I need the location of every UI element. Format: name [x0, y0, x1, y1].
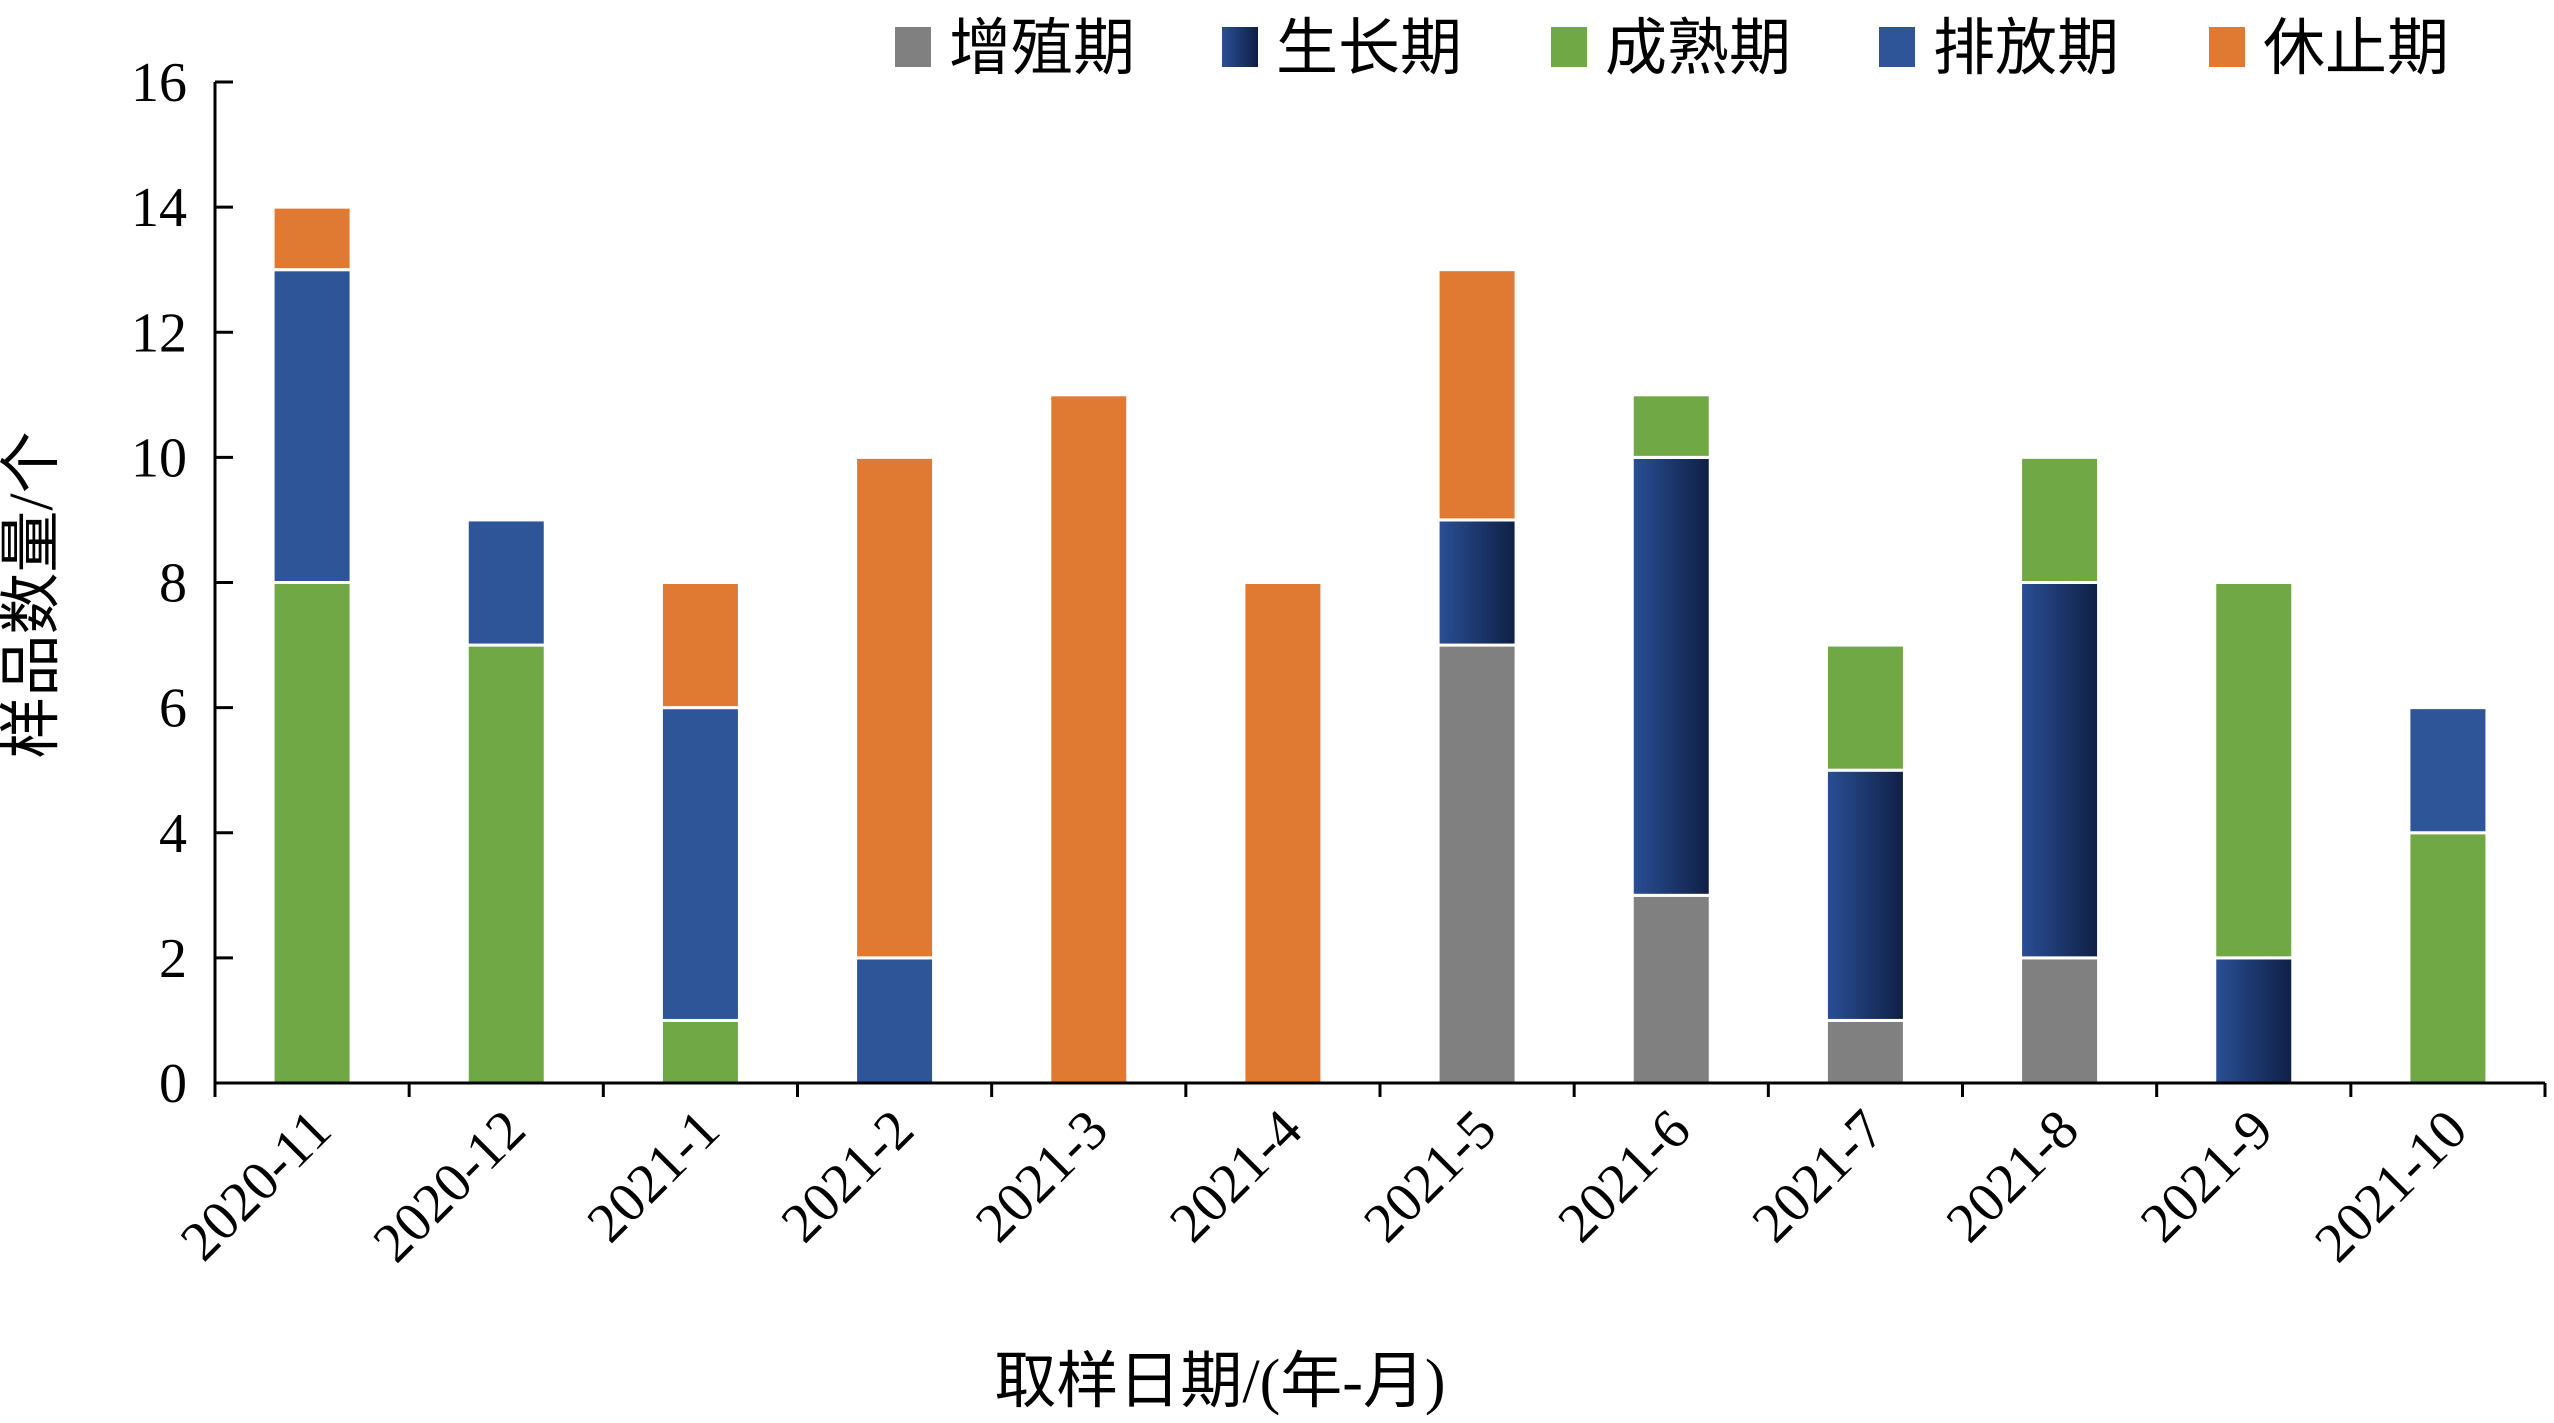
y-tick-label: 2	[159, 928, 187, 990]
bar-segment	[1824, 643, 1906, 772]
y-tick-label: 8	[159, 553, 187, 615]
legend-swatch	[1879, 27, 1915, 67]
bar-segment	[2213, 956, 2295, 1085]
legend-label: 成熟期	[1605, 15, 1791, 83]
x-tick-label: 2021-10	[2303, 1098, 2479, 1274]
bars-group	[271, 205, 2489, 1085]
bar-segment	[1824, 1018, 1906, 1085]
bar-segment	[1436, 268, 1518, 522]
y-ticks-group: 0 2 4 6 8 10 12 14 16	[131, 52, 233, 1115]
bar-segment	[271, 268, 353, 584]
legend-label: 排放期	[1933, 15, 2119, 83]
x-tick-label: 2021-2	[770, 1098, 926, 1254]
x-tick-label: 2021-9	[2129, 1098, 2285, 1254]
bar-segment	[659, 1018, 741, 1085]
bar-segment	[1048, 393, 1130, 1085]
legend-label: 生长期	[1276, 15, 1462, 83]
bar-segment	[1630, 455, 1712, 897]
bar-segment	[465, 518, 547, 647]
axes-group	[213, 82, 2545, 1085]
bar-segment	[1436, 518, 1518, 647]
legend-swatch	[895, 27, 931, 67]
x-tick-label: 2021-6	[1546, 1098, 1702, 1254]
x-ticks-group: 2020-11 2020-12 2021-1 2021-2 2021-3 2021-4 20…	[169, 1083, 2547, 1274]
bar-segment	[1436, 643, 1518, 1085]
x-tick-label: 2021-7	[1741, 1098, 1897, 1254]
bar-segment	[854, 455, 936, 960]
bar-segment	[1824, 768, 1906, 1022]
bar-segment	[271, 205, 353, 272]
bar-segment	[2019, 956, 2101, 1085]
legend-label: 增殖期	[949, 15, 1135, 83]
y-tick-label: 16	[131, 52, 187, 114]
x-tick-label: 2020-12	[362, 1098, 538, 1274]
y-tick-label: 14	[131, 177, 187, 239]
bar-segment	[271, 581, 353, 1085]
x-tick-label: 2021-4	[1158, 1098, 1314, 1254]
x-tick-label: 2021-1	[576, 1098, 732, 1254]
x-tick-label: 2021-3	[964, 1098, 1120, 1254]
y-tick-label: 10	[131, 427, 187, 489]
y-axis-title: 样品数量/个	[0, 431, 66, 758]
x-tick-label: 2021-8	[1935, 1098, 2091, 1254]
bar-segment	[2019, 581, 2101, 960]
bar-segment	[2407, 706, 2489, 835]
bar-segment	[2407, 831, 2489, 1085]
legend-swatch	[2209, 27, 2245, 67]
legend-swatch	[1222, 27, 1258, 67]
bar-segment	[1630, 393, 1712, 459]
bar-segment	[659, 581, 741, 710]
y-tick-label: 4	[159, 803, 187, 865]
y-tick-label: 6	[159, 678, 187, 740]
legend-label: 休止期	[2263, 15, 2449, 83]
bar-segment	[2213, 581, 2295, 960]
bar-segment	[1242, 581, 1324, 1085]
bar-segment	[2019, 455, 2101, 584]
bar-segment	[465, 643, 547, 1085]
bar-segment	[1630, 893, 1712, 1085]
bar-segment	[659, 706, 741, 1022]
y-tick-label: 0	[159, 1053, 187, 1115]
x-tick-label: 2021-5	[1352, 1098, 1508, 1254]
bar-segment	[854, 956, 936, 1085]
x-tick-label: 2020-11	[169, 1098, 343, 1272]
x-axis-title: 取样日期/(年-月)	[994, 1348, 1445, 1416]
y-tick-label: 12	[131, 302, 187, 364]
legend: 增殖期 生长期 成熟期 排放期 休止期	[895, 15, 2449, 83]
legend-swatch	[1551, 27, 1587, 67]
